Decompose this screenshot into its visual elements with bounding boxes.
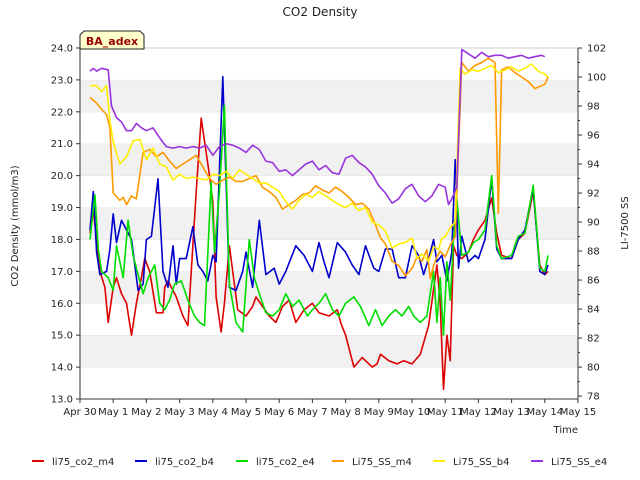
left-tick-label: 22.0 <box>51 107 73 118</box>
right-tick-label: 84 <box>587 305 600 316</box>
left-tick-label: 20.0 <box>51 171 73 182</box>
left-y-axis: 13.0 14.0 15.0 16.0 17.0 18.0 19.0 20.0 21.0 22.0… <box>51 44 81 406</box>
right-y-axis: 78 80 82 84 86 88 90 92 94 96 98 100 102 <box>577 44 606 403</box>
right-tick-label: 90 <box>587 218 600 229</box>
right-tick-label: 78 <box>587 392 600 403</box>
band-8 <box>80 111 578 144</box>
right-tick-label: 100 <box>587 73 606 84</box>
left-tick-label: 13.0 <box>51 395 73 406</box>
legend-item-Li75_SS_b4: Li75_SS_b4 <box>433 457 509 468</box>
x-tick-label: Apr 30 <box>63 407 96 418</box>
legend-item-Li75_SS_e4: Li75_SS_e4 <box>531 457 607 468</box>
x-axis-label: Time <box>553 425 578 436</box>
band-9 <box>80 79 578 112</box>
right-tick-label: 86 <box>587 276 600 287</box>
chart-title: CO2 Density <box>283 5 358 19</box>
x-tick-label: May 9 <box>364 407 394 418</box>
series-line-Li75_SS_b4 <box>90 63 549 263</box>
x-tick-label: May 13 <box>493 407 530 418</box>
left-tick-label: 16.0 <box>51 299 73 310</box>
left-tick-label: 19.0 <box>51 203 73 214</box>
legend-label: Li75_SS_b4 <box>453 457 509 468</box>
right-tick-label: 98 <box>587 102 600 113</box>
legend: li75_co2_m4 li75_co2_b4 li75_co2_e4 Li75_SS… <box>32 457 607 468</box>
x-tick-label: May 12 <box>460 407 497 418</box>
x-tick-label: May 11 <box>427 407 464 418</box>
band-0 <box>80 367 578 399</box>
left-tick-label: 18.0 <box>51 235 73 246</box>
x-tick-label: May 1 <box>98 407 128 418</box>
x-tick-label: May 5 <box>231 407 261 418</box>
left-tick-label: 15.0 <box>51 331 73 342</box>
left-tick-label: 23.0 <box>51 75 73 86</box>
left-tick-label: 17.0 <box>51 267 73 278</box>
x-tick-label: May 10 <box>394 407 431 418</box>
left-tick-label: 21.0 <box>51 139 73 150</box>
x-tick-label: May 4 <box>198 407 228 418</box>
band-10 <box>80 48 578 80</box>
right-tick-label: 82 <box>587 334 600 345</box>
right-tick-label: 80 <box>587 363 600 374</box>
right-tick-label: 92 <box>587 189 600 200</box>
right-tick-label: 88 <box>587 247 600 258</box>
legend-label: li75_co2_m4 <box>52 457 114 468</box>
x-tick-label: May 15 <box>560 407 597 418</box>
legend-label: li75_co2_e4 <box>256 457 315 468</box>
series-layer <box>89 48 549 391</box>
x-tick-label: May 7 <box>297 407 327 418</box>
left-tick-label: 24.0 <box>51 44 73 55</box>
legend-label: Li75_SS_e4 <box>551 457 607 468</box>
site-badge: BA_adex <box>79 30 145 50</box>
x-tick-label: May 8 <box>330 407 360 418</box>
x-axis: Apr 30 May 1 May 2 May 3 May 4 May 5 May 6 May … <box>63 398 597 418</box>
right-tick-label: 102 <box>587 44 606 55</box>
legend-item-li75_co2_b4: li75_co2_b4 <box>135 457 214 468</box>
left-y-axis-label: CO2 Density (mmol/m3) <box>10 165 21 286</box>
x-tick-label: May 3 <box>164 407 194 418</box>
series-line-li75_co2_b4 <box>89 75 549 292</box>
right-tick-label: 94 <box>587 160 600 171</box>
left-tick-label: 14.0 <box>51 363 73 374</box>
background-bands <box>80 47 578 399</box>
band-7 <box>80 143 578 176</box>
band-2 <box>80 303 578 336</box>
site-badge-label: BA_adex <box>86 35 138 48</box>
x-tick-label: May 14 <box>527 407 564 418</box>
site-badge-box <box>79 30 145 50</box>
legend-item-li75_co2_e4: li75_co2_e4 <box>236 457 315 468</box>
band-1 <box>80 335 578 368</box>
series-line-Li75_SS_e4 <box>89 48 546 206</box>
band-6 <box>80 175 578 208</box>
right-tick-label: 96 <box>587 131 600 142</box>
x-tick-label: May 2 <box>131 407 161 418</box>
legend-label: Li75_SS_m4 <box>352 457 412 468</box>
x-tick-label: May 6 <box>264 407 294 418</box>
legend-item-Li75_SS_m4: Li75_SS_m4 <box>332 457 412 468</box>
series-line-li75_co2_e4 <box>89 104 549 337</box>
legend-item-li75_co2_m4: li75_co2_m4 <box>32 457 114 468</box>
legend-label: li75_co2_b4 <box>155 457 214 468</box>
right-y-axis-label: LI-7500 SS <box>620 196 631 249</box>
